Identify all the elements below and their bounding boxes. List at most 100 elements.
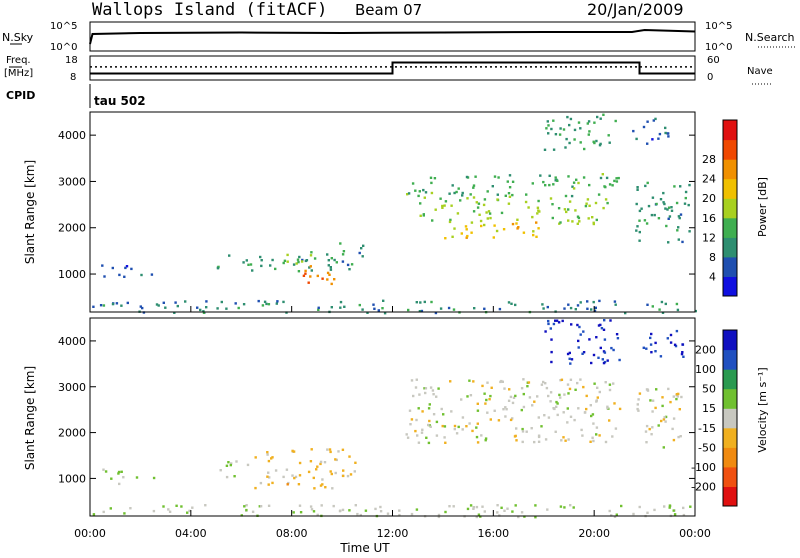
heatmap-cell	[562, 411, 565, 414]
colorbar-segment	[723, 427, 737, 448]
heatmap-cell	[358, 251, 361, 255]
heatmap-cell	[406, 193, 409, 196]
heatmap-cell	[297, 260, 300, 264]
heatmap-cell	[650, 351, 653, 354]
heatmap-cell	[410, 512, 414, 516]
heatmap-cell	[501, 380, 504, 383]
heatmap-cell	[569, 378, 573, 381]
heatmap-cell	[310, 269, 313, 272]
heatmap-cell	[609, 319, 612, 322]
heatmap-cell	[614, 119, 617, 123]
heatmap-cell	[321, 277, 324, 280]
velocity-ylabel: Slant Range [km]	[23, 366, 37, 470]
heatmap-cell	[341, 260, 345, 263]
heatmap-cell	[104, 470, 108, 473]
heatmap-cell	[612, 348, 615, 352]
heatmap-cell	[573, 128, 577, 132]
heatmap-cell	[140, 273, 143, 277]
heatmap-cell	[667, 132, 670, 135]
heatmap-cell	[411, 182, 415, 185]
heatmap-cell	[216, 267, 220, 270]
heatmap-cell	[168, 510, 172, 513]
heatmap-cell	[667, 387, 670, 391]
heatmap-cell	[472, 210, 476, 213]
heatmap-cell	[475, 426, 478, 429]
heatmap-cell	[659, 355, 663, 358]
heatmap-cell	[517, 515, 520, 519]
heatmap-cell	[422, 214, 425, 217]
heatmap-cell	[606, 407, 609, 410]
heatmap-cell	[339, 306, 342, 309]
heatmap-cell	[481, 505, 484, 508]
heatmap-cell	[558, 133, 562, 136]
colorbar-segment	[723, 330, 737, 351]
heatmap-cell	[346, 263, 350, 267]
colorbar-segment	[723, 256, 737, 277]
heatmap-cell	[646, 181, 649, 185]
heatmap-cell	[508, 174, 512, 177]
heatmap-cell	[489, 418, 492, 421]
colorbar-segment	[723, 388, 737, 409]
heatmap-cell	[506, 180, 509, 183]
heatmap-cell	[421, 428, 424, 431]
y-tick-label: 2000	[58, 222, 86, 235]
heatmap-cell	[504, 406, 507, 409]
heatmap-cell	[521, 440, 524, 444]
heatmap-cell	[683, 202, 687, 205]
colorbar-tick-label: 20	[702, 192, 716, 205]
y-tick-label: 3000	[58, 381, 86, 394]
heatmap-cell	[419, 202, 422, 205]
heatmap-cell	[580, 428, 583, 432]
heatmap-cell	[583, 411, 587, 414]
heatmap-cell	[479, 219, 483, 223]
heatmap-cell	[199, 308, 202, 312]
heatmap-cell	[469, 193, 472, 196]
heatmap-cell	[508, 195, 512, 198]
heatmap-cell	[610, 346, 613, 350]
heatmap-cell	[319, 462, 322, 466]
heatmap-cell	[176, 304, 179, 308]
heatmap-cell	[667, 206, 671, 209]
heatmap-cell	[428, 424, 431, 427]
heatmap-cell	[624, 311, 627, 315]
heatmap-cell	[102, 468, 105, 471]
heatmap-cell	[677, 226, 680, 229]
heatmap-cell	[418, 190, 421, 193]
heatmap-cell	[567, 392, 570, 395]
heatmap-cell	[579, 378, 582, 381]
heatmap-cell	[508, 388, 511, 391]
heatmap-cell	[675, 329, 679, 333]
y-tick-label: 1000	[58, 268, 86, 281]
beam-title: Beam 07	[355, 1, 422, 19]
heatmap-cell	[532, 230, 535, 233]
heatmap-cell	[599, 142, 602, 146]
velocity-heatmap	[92, 319, 692, 519]
heatmap-cell	[267, 303, 271, 306]
heatmap-cell	[576, 215, 580, 218]
heatmap-cell	[511, 222, 515, 226]
heatmap-cell	[679, 435, 682, 438]
heatmap-cell	[512, 396, 516, 399]
heatmap-cell	[646, 303, 649, 306]
heatmap-cell	[349, 473, 353, 476]
heatmap-cell	[534, 516, 537, 519]
heatmap-cell	[579, 141, 582, 144]
heatmap-cell	[526, 385, 529, 388]
heatmap-cell	[640, 207, 643, 210]
heatmap-cell	[602, 361, 606, 365]
heatmap-cell	[611, 184, 614, 187]
heatmap-cell	[576, 381, 579, 385]
heatmap-cell	[292, 511, 295, 514]
heatmap-cell	[102, 510, 105, 514]
heatmap-cell	[613, 515, 617, 518]
heatmap-cell	[648, 427, 651, 431]
heatmap-cell	[469, 394, 473, 397]
heatmap-cell	[582, 385, 585, 389]
heatmap-cell	[464, 225, 468, 228]
heatmap-cell	[511, 510, 514, 513]
heatmap-cell	[649, 336, 652, 340]
heatmap-cell	[300, 260, 304, 263]
mhz-label: [MHz]	[4, 68, 33, 79]
heatmap-cell	[476, 402, 479, 405]
heatmap-cell	[431, 219, 434, 222]
